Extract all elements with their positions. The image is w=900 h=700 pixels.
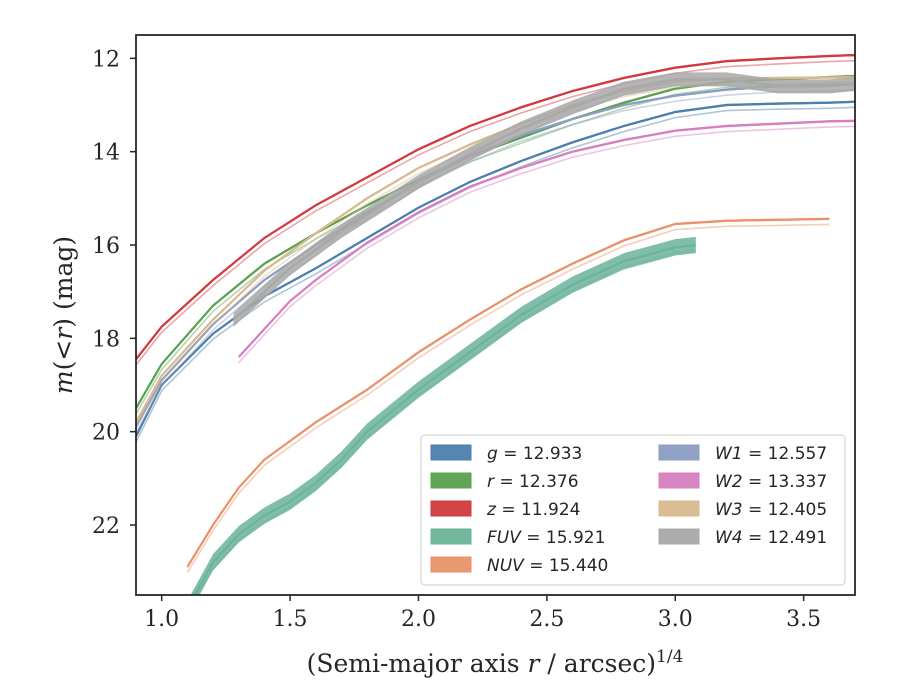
x-tick-label: 2.5 — [529, 607, 564, 632]
legend: g = 12.933 r = 12.376 z = 11.924 FUV = 15.9… — [420, 434, 846, 586]
series-band-w3 — [136, 76, 855, 424]
legend-swatch-nuv — [430, 556, 472, 573]
svg-text:m(<r) (mag): m(<r) (mag) — [49, 236, 78, 394]
series-model-g — [136, 106, 855, 443]
legend-swatch-z — [430, 500, 472, 517]
series-model-nuv — [186, 223, 830, 574]
y-axis: 12 14 16 18 20 22 — [92, 47, 136, 539]
series-model-w2 — [238, 125, 855, 364]
plot-frame — [135, 34, 856, 596]
series-line-w3 — [136, 76, 855, 423]
legend-label-nuv: NUV = 15.440 — [487, 556, 608, 576]
x-tick-label: 3.5 — [786, 607, 821, 632]
legend-label-g: g = 12.933 — [487, 444, 582, 464]
legend-swatch-r — [430, 472, 472, 489]
y-tick-label: 18 — [92, 327, 120, 352]
series-line-w2 — [237, 119, 855, 358]
y-tick-label: 22 — [92, 514, 120, 539]
legend-frame — [420, 434, 846, 586]
series-model-w4 — [233, 84, 855, 326]
legend-swatch-w2 — [658, 472, 700, 489]
x-tick-label: 2.0 — [401, 607, 436, 632]
series-model-r — [136, 80, 855, 415]
legend-label-w3: W3 = 12.405 — [715, 500, 827, 520]
legend-swatch-fuv — [430, 528, 472, 545]
y-tick-label: 14 — [92, 141, 120, 166]
legend-swatch-w1 — [658, 444, 700, 461]
series-line-w4 — [232, 78, 855, 321]
x-axis-title: (Semi-major axis r / arcsec)1/4 — [307, 647, 684, 678]
series-model-fuv — [197, 249, 696, 595]
svg-text:(Semi-major axis r / arcsec)1/: (Semi-major axis r / arcsec)1/4 — [307, 647, 684, 678]
legend-swatch-w4 — [658, 528, 700, 545]
series-model-w1 — [136, 89, 855, 433]
series-line-nuv — [186, 217, 830, 568]
x-axis: 1.0 1.5 2.0 2.5 3.0 3.5 — [144, 595, 821, 632]
legend-label-w1: W1 = 12.557 — [715, 444, 827, 464]
legend-swatch-g — [430, 444, 472, 461]
legend-label-w4: W4 = 12.491 — [715, 528, 827, 548]
series-layer — [136, 53, 855, 595]
x-tick-label: 3.0 — [658, 607, 693, 632]
y-tick-label: 20 — [92, 421, 120, 446]
x-tick-label: 1.5 — [273, 607, 308, 632]
series-line-fuv — [193, 243, 696, 595]
x-tick-label: 1.0 — [144, 607, 179, 632]
legend-label-fuv: FUV = 15.921 — [487, 528, 605, 548]
legend-label-z: z = 11.924 — [486, 500, 580, 520]
legend-swatch-w3 — [658, 500, 700, 517]
y-tick-label: 16 — [92, 234, 120, 259]
y-axis-title: m(<r) (mag) — [49, 236, 78, 394]
legend-label-w2: W2 = 13.337 — [715, 472, 827, 492]
series-band-w4 — [233, 72, 855, 327]
y-tick-label: 12 — [92, 47, 120, 72]
series-line-z — [136, 53, 855, 361]
legend-label-r: r = 12.376 — [487, 472, 579, 492]
series-model-z — [136, 59, 855, 366]
